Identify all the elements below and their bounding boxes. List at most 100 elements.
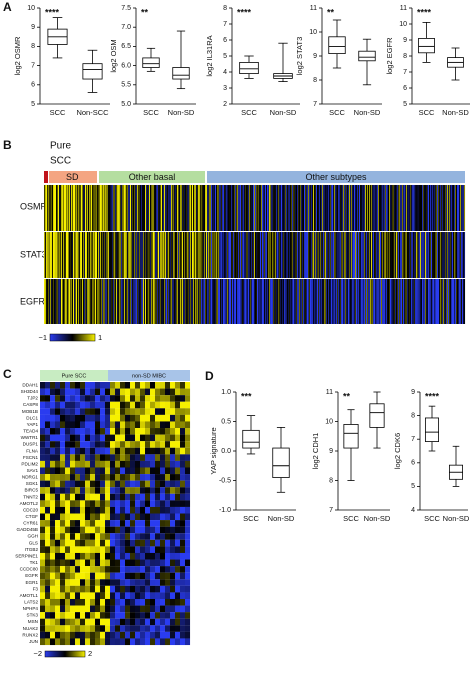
heatmap-cell	[121, 232, 123, 278]
heatmap-cell	[40, 520, 46, 527]
heatmap-cell	[308, 232, 310, 278]
heatmap-cell	[60, 618, 66, 626]
heatmap-cell	[180, 460, 186, 468]
heatmap-cell	[45, 605, 51, 613]
heatmap-cell	[266, 232, 268, 278]
heatmap-cell	[309, 185, 311, 231]
heatmap-cell	[155, 552, 161, 560]
heatmap-cell	[130, 618, 136, 626]
heatmap-cell	[196, 232, 198, 278]
heatmap-cell	[40, 382, 46, 389]
heatmap-cell	[133, 279, 135, 324]
heatmap-cell	[100, 579, 106, 586]
heatmap-cell	[45, 506, 51, 514]
heatmap-cell	[165, 539, 171, 547]
heatmap-cell	[100, 493, 106, 501]
heatmap-cell	[110, 454, 116, 461]
heatmap-cell	[125, 382, 131, 389]
heatmap-cell	[132, 232, 134, 278]
heatmap-cell	[100, 572, 106, 580]
heatmap-cell	[343, 185, 345, 231]
heatmap-cell	[241, 232, 243, 278]
heatmap-cell	[165, 506, 171, 514]
heatmap-cell	[170, 605, 176, 613]
heatmap-cell	[50, 579, 56, 586]
heatmap-cell	[459, 279, 461, 324]
heatmap-cell	[281, 185, 283, 231]
heatmap-cell	[40, 598, 46, 606]
heatmap-cell	[80, 579, 86, 586]
heatmap-cell	[160, 598, 166, 606]
heatmap-cell	[349, 279, 351, 324]
heatmap-cell	[120, 572, 126, 580]
heatmap-cell	[45, 579, 51, 586]
heatmap-cell	[110, 185, 112, 231]
heatmap-cell	[135, 638, 141, 646]
heatmap-cell	[175, 408, 181, 415]
heatmap-cell	[60, 513, 66, 521]
heatmap-cell	[95, 506, 101, 514]
heatmap-cell	[65, 414, 71, 422]
heatmap-cell	[105, 500, 111, 507]
heatmap-cell	[45, 598, 51, 606]
heatmap-cell	[214, 232, 216, 278]
heatmap-cell	[40, 566, 46, 573]
row-label: STAT3	[20, 249, 47, 259]
heatmap-cell	[53, 279, 55, 324]
heatmap-cell	[184, 279, 186, 324]
heatmap-cell	[116, 185, 118, 231]
heatmap-cell	[120, 493, 126, 501]
heatmap-cell	[57, 185, 59, 231]
heatmap-cell	[456, 185, 458, 231]
heatmap-cell	[70, 552, 76, 560]
heatmap-cell	[180, 592, 186, 600]
heatmap-cell	[339, 232, 341, 278]
heatmap-cell	[165, 546, 171, 553]
box	[82, 63, 103, 80]
heatmap-cell	[140, 487, 146, 494]
heatmap-cell	[123, 185, 125, 231]
heatmap-cell	[50, 421, 56, 429]
heatmap-cell	[371, 185, 373, 231]
heatmap-cell	[456, 279, 458, 324]
heatmap-cell	[110, 625, 116, 632]
heatmap-cell	[145, 579, 151, 586]
heatmap-cell	[155, 185, 157, 231]
heatmap-cell	[342, 232, 344, 278]
heatmap-cell	[363, 232, 365, 278]
heatmap-cell	[80, 526, 86, 534]
heatmap-cell	[55, 566, 61, 573]
heatmap-cell	[117, 279, 119, 324]
heatmap-cell	[80, 592, 86, 600]
heatmap-cell	[284, 279, 286, 324]
heatmap-cell	[365, 232, 367, 278]
heatmap-cell	[145, 546, 151, 553]
heatmap-cell	[170, 480, 176, 488]
heatmap-cell	[60, 520, 66, 527]
heatmap-cell	[328, 279, 330, 324]
heatmap-cell	[430, 185, 432, 231]
heatmap-cell	[197, 232, 199, 278]
heatmap-cell	[397, 279, 399, 324]
heatmap-cell	[327, 232, 329, 278]
heatmap-cell	[462, 185, 464, 231]
gene-label: GGH	[28, 534, 38, 539]
heatmap-cell	[150, 526, 156, 534]
heatmap-cell	[135, 526, 141, 534]
heatmap-cell	[117, 232, 119, 278]
heatmap-cell	[425, 185, 427, 231]
heatmap-cell	[443, 232, 445, 278]
heatmap-cell	[175, 520, 181, 527]
heatmap-cell	[119, 185, 121, 231]
heatmap-cell	[180, 520, 186, 527]
heatmap-cell	[196, 185, 198, 231]
heatmap-cell	[459, 232, 461, 278]
heatmap-cell	[286, 232, 288, 278]
heatmap-cell	[137, 232, 139, 278]
heatmap-cell	[364, 279, 366, 324]
heatmap-cell	[145, 454, 151, 461]
heatmap-cell	[165, 232, 167, 278]
heatmap-cell	[105, 605, 111, 613]
heatmap-cell	[120, 279, 122, 324]
heatmap-cell	[200, 185, 202, 231]
